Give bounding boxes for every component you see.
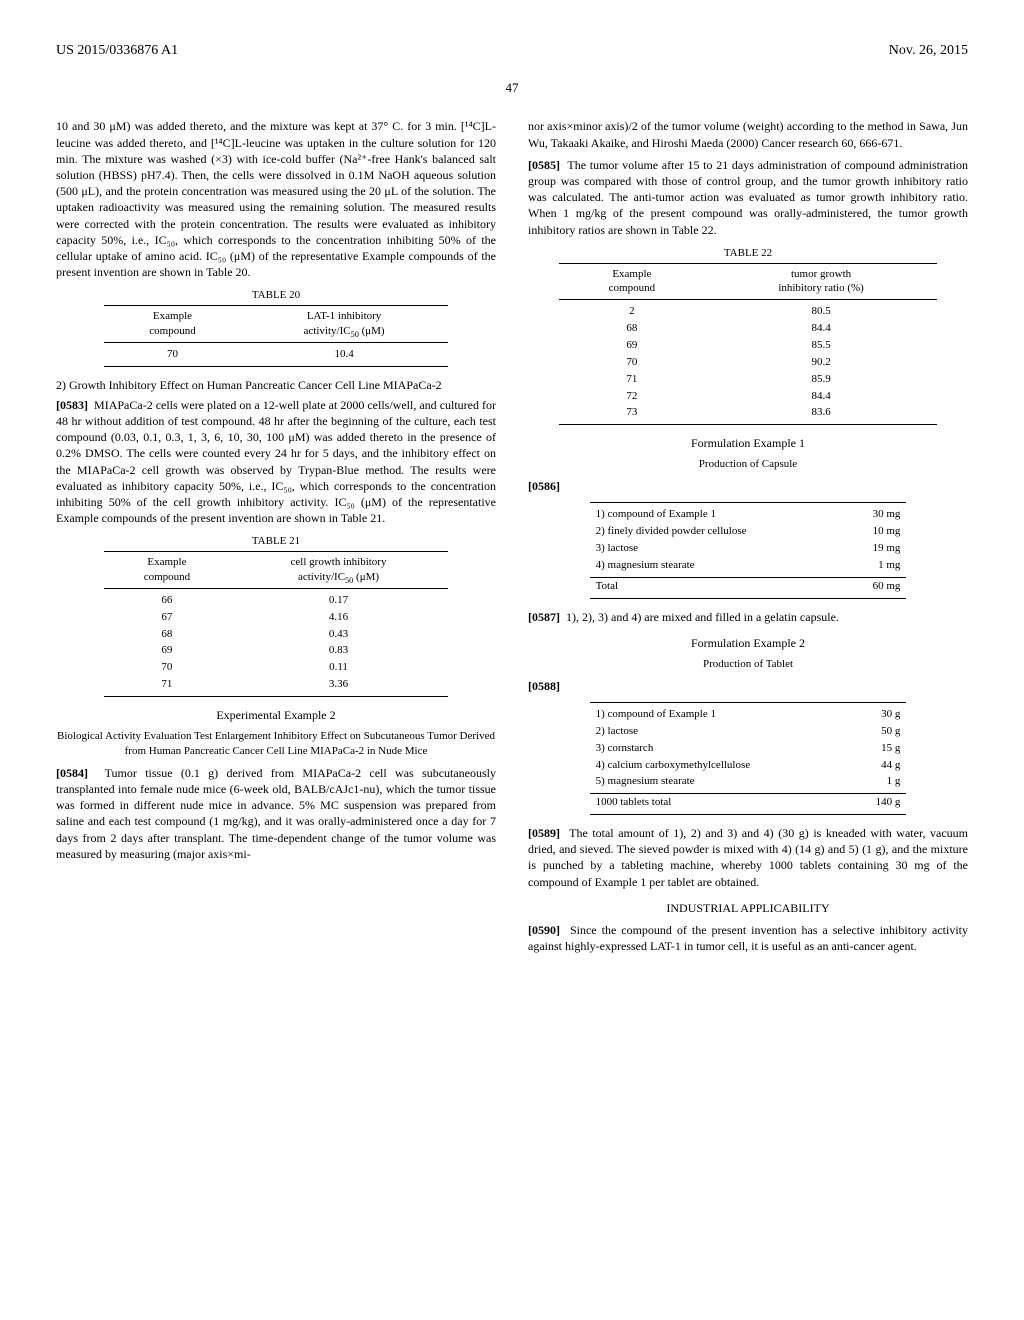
left-column: 10 and 30 μM) was added thereto, and the…	[56, 118, 496, 960]
table-row: 4) magnesium stearate1 mg	[590, 557, 907, 577]
table-row: 713.36	[104, 676, 447, 696]
table-row: 5) magnesium stearate1 g	[590, 773, 907, 793]
para-0583: [0583] MIAPaCa-2 cells were plated on a …	[56, 397, 496, 527]
table-row: 7090.2	[559, 354, 937, 371]
para-0590: [0590] Since the compound of the present…	[528, 922, 968, 954]
table-row: 7383.6	[559, 404, 937, 424]
table-row: 6884.4	[559, 320, 937, 337]
formulation-2-table: 1) compound of Example 130 g 2) lactose5…	[528, 702, 968, 815]
table-20-caption: TABLE 20	[56, 288, 496, 303]
table-21-body: Examplecompound cell growth inhibitoryac…	[104, 551, 447, 697]
patent-number: US 2015/0336876 A1	[56, 42, 178, 61]
right-column: nor axis×minor axis)/2 of the tumor volu…	[528, 118, 968, 960]
para-text: Tumor tissue (0.1 g) derived from MIAPaC…	[56, 766, 496, 861]
table-row: 3) cornstarch15 g	[590, 740, 907, 757]
t20-h2: LAT-1 inhibitoryactivity/IC50 (μM)	[241, 306, 448, 343]
table-20-body: Examplecompound LAT-1 inhibitoryactivity…	[104, 305, 447, 367]
pub-date: Nov. 26, 2015	[889, 42, 968, 61]
para-text: Since the compound of the present invent…	[528, 923, 968, 953]
continuation-paragraph: nor axis×minor axis)/2 of the tumor volu…	[528, 118, 968, 150]
t20-c2: 10.4	[241, 342, 448, 366]
formulation-1-table: 1) compound of Example 130 mg 2) finely …	[528, 502, 968, 598]
t22-h1: Examplecompound	[559, 263, 705, 300]
table-22: TABLE 22 Examplecompound tumor growthinh…	[528, 246, 968, 425]
table-row: 680.43	[104, 626, 447, 643]
table-20: TABLE 20 Examplecompound LAT-1 inhibitor…	[56, 288, 496, 366]
para-ref: [0590]	[528, 923, 560, 937]
para-ref: [0585]	[528, 158, 560, 172]
table-row: 1) compound of Example 130 g	[590, 703, 907, 723]
para-0589: [0589] The total amount of 1), 2) and 3)…	[528, 825, 968, 890]
intro-paragraph: 10 and 30 μM) was added thereto, and the…	[56, 118, 496, 280]
para-0586: [0586]	[528, 478, 968, 494]
table-21: TABLE 21 Examplecompound cell growth inh…	[56, 534, 496, 697]
experimental-example-2-title: Experimental Example 2	[56, 707, 496, 723]
para-ref: [0587]	[528, 610, 560, 624]
t21-h1: Examplecompound	[104, 552, 229, 589]
table-row: 700.11	[104, 659, 447, 676]
t20-h1: Examplecompound	[104, 306, 240, 343]
page-number: 47	[56, 79, 968, 97]
para-ref: [0588]	[528, 679, 560, 693]
t20-c1: 70	[104, 342, 240, 366]
table-row: 2) finely divided powder cellulose10 mg	[590, 523, 907, 540]
table-21-caption: TABLE 21	[56, 534, 496, 549]
formulation-example-1-subtitle: Production of Capsule	[528, 457, 968, 472]
table-row: 4) calcium carboxymethylcellulose44 g	[590, 757, 907, 774]
t21-h2: cell growth inhibitoryactivity/IC50 (μM)	[229, 552, 447, 589]
table-row: 6985.5	[559, 337, 937, 354]
table-row: 2) lactose50 g	[590, 723, 907, 740]
table-row: 1) compound of Example 130 mg	[590, 503, 907, 523]
table-22-body: Examplecompound tumor growthinhibitory r…	[559, 263, 937, 426]
formulation-example-1-title: Formulation Example 1	[528, 435, 968, 451]
para-text: The tumor volume after 15 to 21 days adm…	[528, 158, 968, 237]
para-ref: [0584]	[56, 766, 88, 780]
table-row: 690.83	[104, 642, 447, 659]
para-text: 1), 2), 3) and 4) are mixed and filled i…	[566, 610, 839, 624]
formu-2-body: 1) compound of Example 130 g 2) lactose5…	[590, 702, 907, 815]
table-22-caption: TABLE 22	[528, 246, 968, 261]
t22-h2: tumor growthinhibitory ratio (%)	[705, 263, 937, 300]
table-row-total: 1000 tablets total140 g	[590, 794, 907, 815]
formulation-example-2-title: Formulation Example 2	[528, 635, 968, 651]
para-ref: [0589]	[528, 826, 560, 840]
table-row: 674.16	[104, 609, 447, 626]
para-0585: [0585] The tumor volume after 15 to 21 d…	[528, 157, 968, 238]
table-row-total: Total60 mg	[590, 577, 907, 598]
table-row: 7185.9	[559, 371, 937, 388]
formu-1-body: 1) compound of Example 130 mg 2) finely …	[590, 502, 907, 598]
para-text: The total amount of 1), 2) and 3) and 4)…	[528, 826, 968, 889]
para-text: MIAPaCa-2 cells were plated on a 12-well…	[56, 398, 496, 525]
table-row: 3) lactose19 mg	[590, 540, 907, 557]
formulation-example-2-subtitle: Production of Tablet	[528, 657, 968, 672]
section-2-title: 2) Growth Inhibitory Effect on Human Pan…	[56, 377, 496, 393]
two-column-layout: 10 and 30 μM) was added thereto, and the…	[56, 118, 968, 960]
para-0584: [0584] Tumor tissue (0.1 g) derived from…	[56, 765, 496, 862]
header-bar: US 2015/0336876 A1 Nov. 26, 2015	[56, 42, 968, 61]
para-ref: [0583]	[56, 398, 88, 412]
para-0588: [0588]	[528, 678, 968, 694]
para-0587: [0587] 1), 2), 3) and 4) are mixed and f…	[528, 609, 968, 625]
para-ref: [0586]	[528, 479, 560, 493]
table-row: 280.5	[559, 300, 937, 320]
experimental-example-2-subtitle: Biological Activity Evaluation Test Enla…	[56, 729, 496, 759]
industrial-applicability-title: INDUSTRIAL APPLICABILITY	[528, 900, 968, 916]
table-row: 7284.4	[559, 388, 937, 405]
table-row: 70 10.4	[104, 342, 447, 366]
table-row: 660.17	[104, 588, 447, 608]
